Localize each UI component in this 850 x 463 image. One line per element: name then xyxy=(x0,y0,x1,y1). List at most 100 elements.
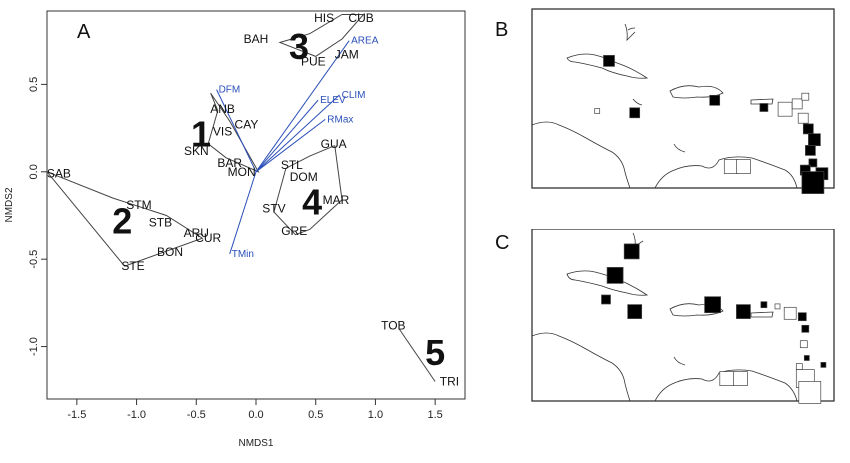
filled-site-marker xyxy=(805,145,816,156)
vector-dfm xyxy=(216,89,257,173)
open-site-marker xyxy=(795,363,803,370)
y-tick-label: -0.5 xyxy=(28,250,40,269)
map-frame-c xyxy=(531,228,835,402)
site-label: TOB xyxy=(381,319,405,333)
open-site-marker xyxy=(791,98,803,110)
filled-site-marker xyxy=(601,294,611,305)
open-site-marker xyxy=(594,108,601,114)
x-tick-label: -0.5 xyxy=(187,409,206,421)
site-label: HIS xyxy=(314,11,334,25)
filled-site-marker xyxy=(603,55,615,67)
site-label: PUE xyxy=(301,55,326,69)
filled-site-marker xyxy=(820,362,827,368)
hull-group-5 xyxy=(398,328,436,382)
y-tick-label: 0.0 xyxy=(28,164,40,179)
hull-group-1 xyxy=(207,92,260,173)
site-label: BAH xyxy=(244,32,269,46)
map-frame-b xyxy=(531,8,835,189)
open-site-marker xyxy=(783,306,797,320)
filled-site-marker xyxy=(808,133,821,147)
site-label: STE xyxy=(121,259,144,273)
map-panel-b: B xyxy=(487,0,850,200)
open-site-marker xyxy=(733,371,748,386)
site-label: STB xyxy=(149,215,172,229)
x-tick-label: 0.5 xyxy=(308,409,323,421)
open-site-marker xyxy=(799,340,808,349)
site-label: STM xyxy=(126,198,151,212)
x-axis-title: NMDS1 xyxy=(238,438,273,449)
filled-site-marker xyxy=(760,301,768,309)
vector-elev xyxy=(255,99,319,173)
site-label: GUA xyxy=(321,137,347,151)
open-site-marker xyxy=(736,159,751,174)
filled-site-marker xyxy=(802,123,814,135)
y-tick-label: 0.5 xyxy=(28,77,40,92)
site-label: ARU xyxy=(184,226,209,240)
vector-tmin xyxy=(229,171,257,255)
site-label: MAR xyxy=(323,193,350,207)
x-tick-label: -1.0 xyxy=(127,409,146,421)
x-tick-label: 1.5 xyxy=(427,409,442,421)
x-tick-label: 0.0 xyxy=(248,409,263,421)
vector-label: RMax xyxy=(327,114,353,125)
open-site-marker xyxy=(777,101,793,117)
site-label: JAM xyxy=(335,48,359,62)
vector-clim xyxy=(255,94,340,173)
vector-label: AREA xyxy=(351,36,379,47)
site-label: CAY xyxy=(235,118,259,132)
map-c-svg: C xyxy=(495,228,835,404)
site-label: GRE xyxy=(281,224,307,238)
filled-site-marker xyxy=(704,296,721,314)
open-site-marker xyxy=(774,303,781,310)
filled-site-marker xyxy=(759,103,769,112)
site-label: SKN xyxy=(184,144,209,158)
group-number: 5 xyxy=(425,332,445,373)
site-label: ANB xyxy=(210,102,235,116)
site-label: VIS xyxy=(213,125,232,139)
filled-site-marker xyxy=(797,312,807,322)
site-label: DOM xyxy=(290,170,318,184)
filled-site-marker xyxy=(808,158,818,168)
site-label: STV xyxy=(262,201,285,215)
site-label: CUB xyxy=(348,11,373,25)
coastline-b xyxy=(531,23,798,189)
vector-label: ELEV xyxy=(320,95,346,106)
filled-site-marker xyxy=(736,304,751,319)
site-label: TRI xyxy=(440,375,459,389)
group-number: 1 xyxy=(191,113,211,154)
group-number: 3 xyxy=(289,26,309,67)
site-label: CUR xyxy=(195,231,221,245)
filled-site-marker xyxy=(627,304,643,319)
map-b-svg: B xyxy=(495,8,835,194)
filled-site-marker xyxy=(623,243,640,260)
filled-site-marker xyxy=(801,324,810,333)
plot-frame xyxy=(46,10,466,400)
hull-group-2 xyxy=(46,171,204,267)
hull-group-4 xyxy=(273,145,343,236)
filled-site-marker xyxy=(803,355,810,361)
x-tick-label: 1.0 xyxy=(368,409,383,421)
panel-label-b: B xyxy=(495,19,508,41)
filled-site-marker xyxy=(629,107,641,119)
panel-label-c: C xyxy=(495,232,509,254)
y-axis-title: NMDS2 xyxy=(4,187,15,222)
map-panel-c: C xyxy=(487,228,850,458)
filled-site-marker xyxy=(801,171,825,194)
y-tick-label: -1.0 xyxy=(28,337,40,356)
filled-site-marker xyxy=(606,267,624,284)
group-number: 4 xyxy=(302,182,322,223)
site-label: BON xyxy=(157,245,183,259)
site-label: BAR xyxy=(217,156,242,170)
open-site-marker xyxy=(719,371,735,386)
site-label: SAB xyxy=(47,167,71,181)
site-label: STL xyxy=(281,158,303,172)
vector-area xyxy=(255,40,350,173)
open-site-marker xyxy=(798,381,822,404)
open-site-marker xyxy=(797,112,809,124)
site-label: MON xyxy=(228,165,256,179)
vector-rmax xyxy=(255,118,326,173)
vector-label: DFM xyxy=(219,85,241,96)
open-site-marker xyxy=(801,92,810,101)
nmds-plot: A -1.5 -1.0 -0.5 0.0 0.5 1.0 1.5 -1.0 -0.5 0.0 0.5… xyxy=(4,10,466,449)
vector-label: CLIM xyxy=(342,90,366,101)
